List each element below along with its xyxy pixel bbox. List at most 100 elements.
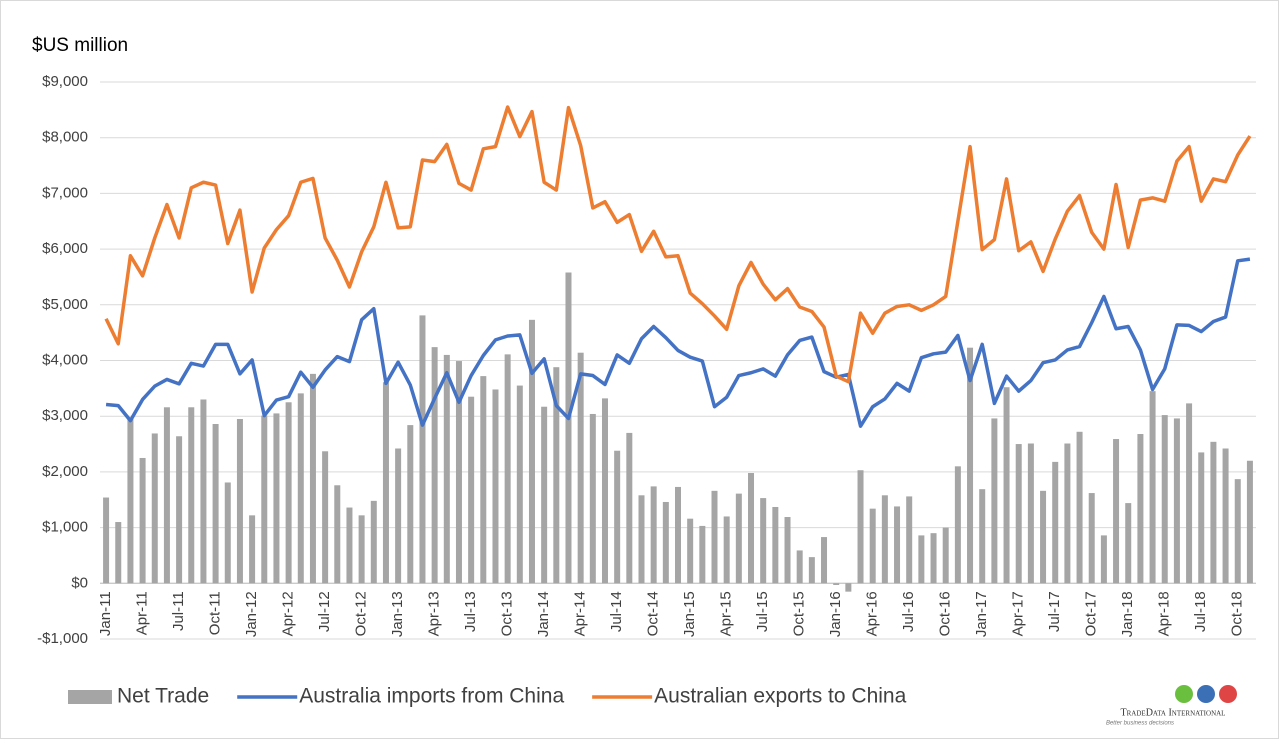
bar [297, 393, 304, 584]
x-tick-label: Jul-15 [754, 591, 771, 632]
bar [1015, 444, 1022, 584]
bar [869, 508, 876, 584]
x-tick-label: Oct-14 [645, 591, 662, 636]
logo: TradeData International Better business … [1106, 685, 1237, 727]
bar [1003, 387, 1010, 584]
x-tick-label: Jul-11 [170, 591, 187, 631]
y-tick-label: $8,000 [42, 129, 88, 146]
bar [346, 507, 353, 584]
legend-label: Australia imports from China [299, 685, 564, 708]
bar [309, 373, 316, 584]
bar [419, 315, 426, 584]
bar [808, 557, 815, 584]
bar [662, 501, 669, 584]
bar [468, 396, 475, 584]
y-tick-label: $5,000 [42, 296, 88, 313]
y-tick-label: $2,000 [42, 463, 88, 480]
x-tick-label: Jan-18 [1119, 591, 1136, 637]
bar [455, 361, 462, 584]
x-tick-label: Jul-18 [1192, 591, 1209, 632]
x-tick-label: Jul-12 [316, 591, 333, 632]
bar [1076, 431, 1083, 584]
x-tick-label: Oct-13 [499, 591, 516, 636]
bar [626, 432, 633, 584]
bar [273, 413, 280, 584]
bar [723, 516, 730, 584]
x-tick-label: Oct-18 [1229, 591, 1246, 636]
y-tick-label: $4,000 [42, 351, 88, 368]
bar [200, 399, 207, 584]
bar [1222, 448, 1229, 584]
x-tick-label: Apr-12 [280, 591, 297, 636]
y-tick-label: $3,000 [42, 407, 88, 424]
y-axis-label: $US million [32, 35, 128, 56]
bar [638, 495, 645, 584]
bar [176, 436, 183, 584]
bar [930, 533, 937, 584]
bar [1088, 493, 1095, 584]
bar [504, 354, 511, 584]
bar [942, 527, 949, 584]
x-tick-label: Jan-15 [681, 591, 698, 637]
line-series [104, 105, 1252, 384]
x-tick-label: Apr-11 [134, 591, 151, 635]
bar [1186, 403, 1193, 584]
bar [1149, 391, 1156, 584]
bar [1064, 443, 1071, 584]
bar [711, 490, 718, 584]
bar [103, 497, 110, 584]
bar [1246, 460, 1253, 584]
bar [212, 423, 219, 584]
x-tick-label: Apr-16 [864, 591, 881, 636]
bar [553, 367, 560, 584]
bar [1113, 439, 1120, 584]
bar [492, 389, 499, 584]
y-tick-label: $9,000 [42, 73, 88, 90]
y-tick-label: $6,000 [42, 240, 88, 257]
bar [480, 376, 487, 584]
bar [991, 418, 998, 584]
bar [1125, 503, 1132, 584]
bar [188, 407, 195, 584]
bar [760, 498, 767, 584]
bar [735, 493, 742, 584]
x-tick-label: Jul-14 [608, 591, 625, 632]
bar [1100, 535, 1107, 584]
bar [796, 550, 803, 584]
bar [163, 407, 170, 584]
bar [1040, 490, 1047, 584]
bar [954, 466, 961, 584]
logo-tagline: Better business decisions [1106, 721, 1174, 727]
bar [821, 537, 828, 584]
y-tick-label: $7,000 [42, 184, 88, 201]
bar [1137, 434, 1144, 584]
y-tick-label: -$1,000 [37, 630, 88, 647]
x-tick-label: Jul-17 [1046, 591, 1063, 632]
bar [127, 418, 134, 584]
bar [906, 496, 913, 584]
bar [979, 489, 986, 584]
bar [881, 495, 888, 584]
bar [601, 398, 608, 584]
x-tick-label: Jan-13 [389, 591, 406, 637]
bar [249, 515, 256, 584]
bar [845, 583, 852, 592]
x-tick-label: Jan-16 [827, 591, 844, 637]
bar [784, 517, 791, 584]
legend-swatch [68, 690, 112, 704]
bar [151, 433, 158, 584]
bar [565, 272, 572, 584]
bar [370, 500, 377, 584]
bar [407, 425, 414, 584]
bar [1173, 418, 1180, 584]
bar [528, 319, 535, 584]
bar [748, 473, 755, 584]
bar [589, 413, 596, 584]
x-tick-label: Oct-11 [207, 591, 224, 635]
bar [1198, 452, 1205, 584]
bar [1234, 479, 1241, 584]
bar [382, 382, 389, 584]
logo-globe [1219, 685, 1237, 703]
bar [650, 486, 657, 584]
